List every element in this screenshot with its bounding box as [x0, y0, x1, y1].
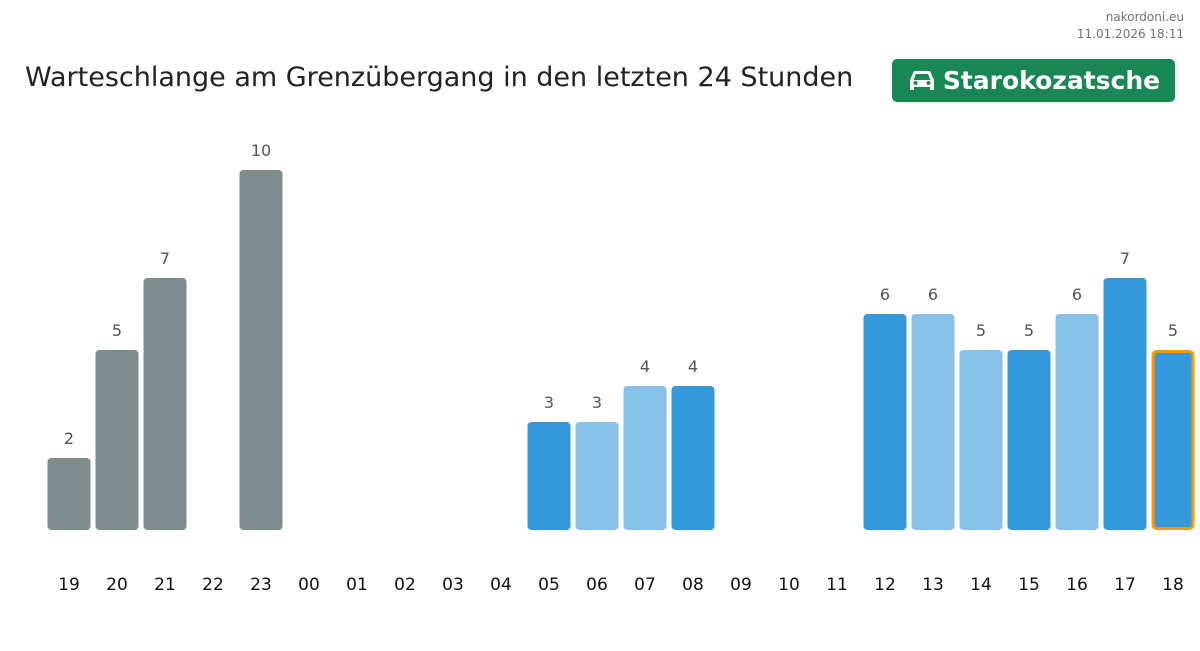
bar-14	[959, 350, 1003, 530]
badge-label: Starokozatsche	[942, 66, 1161, 95]
x-tick-label: 10	[778, 575, 800, 595]
page-title: Warteschlange am Grenzübergang in den le…	[25, 62, 854, 93]
data-label: 5	[1024, 321, 1034, 340]
bar-15	[1007, 350, 1051, 530]
x-tick-label: 21	[154, 575, 176, 595]
data-label: 6	[928, 285, 938, 304]
data-label: 5	[976, 321, 986, 340]
data-label: 10	[251, 141, 271, 160]
bar-08	[671, 386, 715, 530]
bar-19	[47, 458, 91, 530]
x-tick-label: 02	[394, 575, 416, 595]
bar-17	[1103, 278, 1147, 530]
x-tick-label: 17	[1114, 575, 1136, 595]
bar-23	[239, 170, 283, 530]
x-tick-label: 06	[586, 575, 608, 595]
x-tick-label: 01	[346, 575, 368, 595]
x-tick-label: 22	[202, 575, 224, 595]
x-tick-label: 13	[922, 575, 944, 595]
data-label: 7	[1120, 249, 1130, 268]
source-site: nakordoni.eu	[1105, 10, 1184, 24]
crossing-badge: Starokozatsche	[892, 59, 1175, 102]
bar-12	[863, 314, 907, 530]
x-tick-label: 03	[442, 575, 464, 595]
x-tick-label: 04	[490, 575, 512, 595]
x-tick-label: 08	[682, 575, 704, 595]
car-icon	[909, 70, 934, 90]
x-tick-label: 19	[58, 575, 80, 595]
source-info: nakordoni.eu 11.01.2026 18:11	[1077, 9, 1184, 43]
x-tick-label: 12	[874, 575, 896, 595]
bar-06	[575, 422, 619, 530]
data-label: 6	[880, 285, 890, 304]
bar-18	[1151, 350, 1195, 530]
bar-20	[95, 350, 139, 530]
data-label: 5	[1168, 321, 1178, 340]
data-label: 3	[592, 393, 602, 412]
data-label: 2	[64, 429, 74, 448]
x-tick-label: 14	[970, 575, 992, 595]
x-tick-label: 11	[826, 575, 848, 595]
source-timestamp: 11.01.2026 18:11	[1076, 27, 1184, 41]
data-label: 5	[112, 321, 122, 340]
bar-21	[143, 278, 187, 530]
x-tick-label: 05	[538, 575, 560, 595]
x-tick-label: 00	[298, 575, 320, 595]
data-label: 4	[688, 357, 698, 376]
x-tick-label: 23	[250, 575, 272, 595]
bar-07	[623, 386, 667, 530]
data-label: 6	[1072, 285, 1082, 304]
x-tick-label: 16	[1066, 575, 1088, 595]
data-label: 7	[160, 249, 170, 268]
x-tick-label: 20	[106, 575, 128, 595]
bar-16	[1055, 314, 1099, 530]
x-tick-label: 09	[730, 575, 752, 595]
data-label: 4	[640, 357, 650, 376]
bar-05	[527, 422, 571, 530]
bar-13	[911, 314, 955, 530]
data-label: 3	[544, 393, 554, 412]
x-tick-label: 15	[1018, 575, 1040, 595]
x-tick-label: 07	[634, 575, 656, 595]
x-tick-label: 18	[1162, 575, 1184, 595]
